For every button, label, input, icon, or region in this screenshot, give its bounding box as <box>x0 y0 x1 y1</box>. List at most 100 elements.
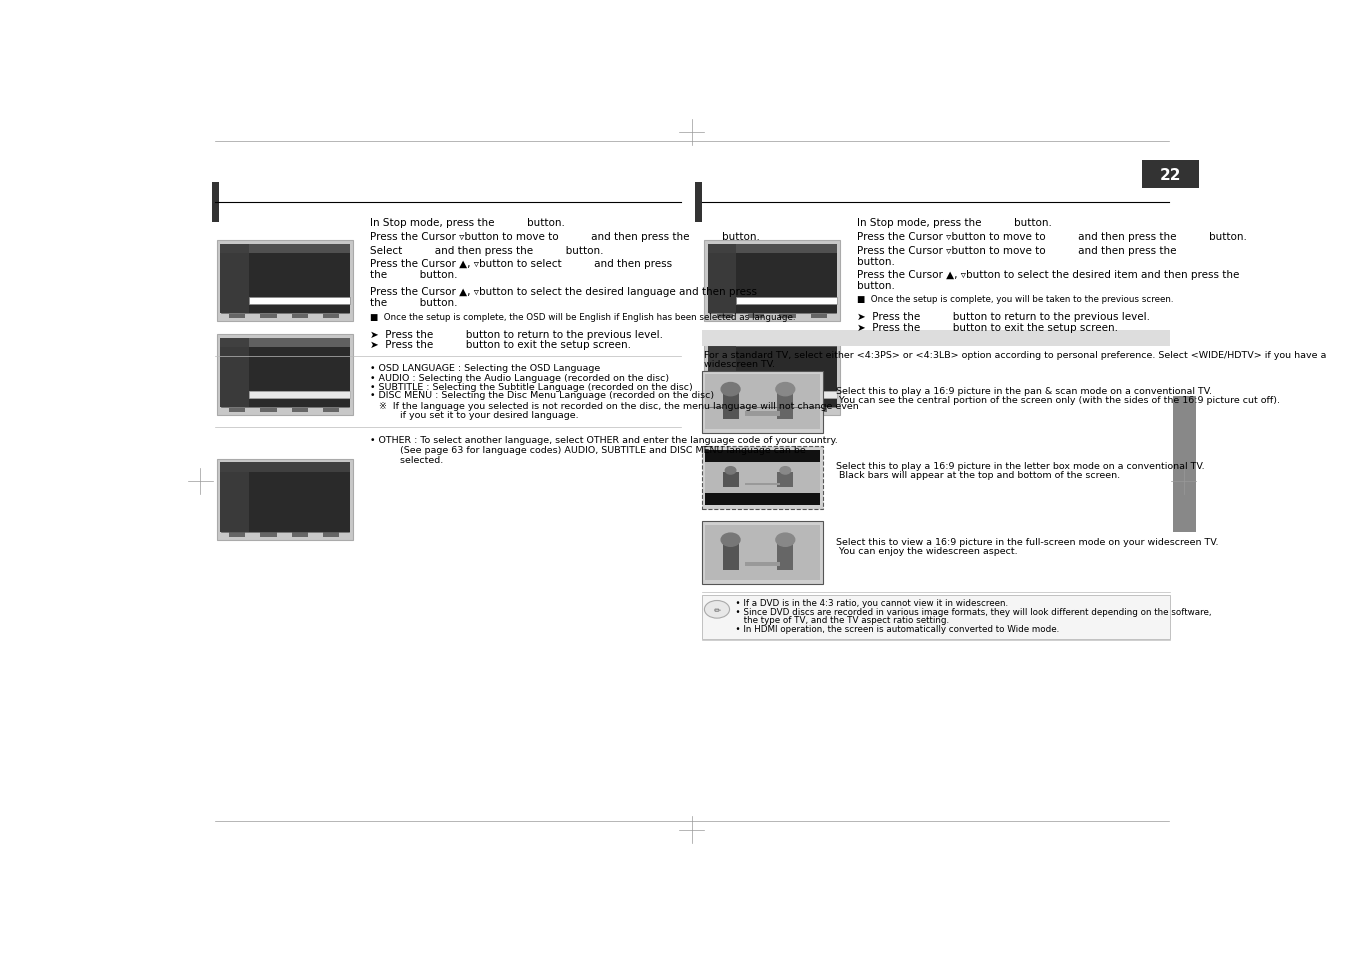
Bar <box>707 338 837 408</box>
Bar <box>736 392 837 398</box>
Bar <box>706 451 819 462</box>
Text: ➤  Press the          button to exit the setup screen.: ➤ Press the button to exit the setup scr… <box>857 322 1118 333</box>
Bar <box>707 244 736 314</box>
Bar <box>323 314 339 319</box>
Text: Black bars will appear at the top and bottom of the screen.: Black bars will appear at the top and bo… <box>836 471 1120 480</box>
Text: the          button.: the button. <box>370 270 458 280</box>
Text: button.: button. <box>857 281 895 291</box>
Bar <box>292 314 308 319</box>
Circle shape <box>725 467 736 475</box>
Bar <box>705 335 841 416</box>
Bar <box>261 408 277 413</box>
Text: the type of TV, and the TV aspect ratio setting.: the type of TV, and the TV aspect ratio … <box>729 616 949 624</box>
Text: ➤  Press the          button to exit the setup screen.: ➤ Press the button to exit the setup scr… <box>370 340 630 350</box>
Bar <box>717 314 733 319</box>
Bar <box>706 375 819 430</box>
Bar <box>292 408 308 413</box>
Text: widescreen TV.: widescreen TV. <box>705 359 775 369</box>
Text: if you set it to your desired language.: if you set it to your desired language. <box>370 411 578 419</box>
Bar <box>695 183 702 223</box>
Text: • AUDIO : Selecting the Audio Language (recorded on the disc): • AUDIO : Selecting the Audio Language (… <box>370 374 668 382</box>
Bar <box>736 298 837 304</box>
Bar <box>217 240 352 321</box>
Text: • SUBTITLE : Selecting the Subtitle Language (recorded on the disc): • SUBTITLE : Selecting the Subtitle Lang… <box>370 382 693 391</box>
Bar <box>212 183 219 223</box>
Text: (See page 63 for language codes) AUDIO, SUBTITLE and DISC MENU language can be: (See page 63 for language codes) AUDIO, … <box>370 446 806 455</box>
Text: You can enjoy the widescreen aspect.: You can enjoy the widescreen aspect. <box>836 546 1018 556</box>
Bar <box>248 244 350 254</box>
Bar <box>736 244 837 254</box>
Text: • OSD LANGUAGE : Selecting the OSD Language: • OSD LANGUAGE : Selecting the OSD Langu… <box>370 364 599 373</box>
Bar <box>220 244 248 314</box>
Bar <box>248 392 350 398</box>
Text: • If a DVD is in the 4:3 ratio, you cannot view it in widescreen.: • If a DVD is in the 4:3 ratio, you cann… <box>729 598 1007 608</box>
Bar <box>748 408 764 413</box>
Bar <box>1173 396 1196 533</box>
Bar <box>220 463 248 533</box>
Bar <box>702 372 822 434</box>
Text: • OTHER : To select another language, select OTHER and enter the language code o: • OTHER : To select another language, se… <box>370 436 837 445</box>
Bar <box>779 314 795 319</box>
Bar <box>1142 161 1199 190</box>
Bar <box>705 240 841 321</box>
Bar <box>220 244 350 314</box>
Bar <box>220 463 350 533</box>
Bar <box>230 533 246 537</box>
Bar <box>722 543 738 571</box>
Text: Select this to play a 16:9 picture in the letter box mode on a conventional TV.: Select this to play a 16:9 picture in th… <box>836 461 1206 471</box>
Bar <box>707 338 837 348</box>
Bar <box>707 338 736 408</box>
Circle shape <box>776 383 795 396</box>
Bar <box>230 314 246 319</box>
Bar <box>702 595 1170 639</box>
Bar <box>778 543 794 571</box>
Text: In Stop mode, press the          button.: In Stop mode, press the button. <box>857 218 1052 228</box>
Bar <box>323 408 339 413</box>
Circle shape <box>721 383 740 396</box>
Bar <box>248 338 350 348</box>
Text: ■  Once the setup is complete, the OSD will be English if English has been selec: ■ Once the setup is complete, the OSD wi… <box>370 313 795 321</box>
Bar <box>748 314 764 319</box>
Bar <box>217 459 352 540</box>
Text: Select this to view a 16:9 picture in the full-screen mode on your widescreen TV: Select this to view a 16:9 picture in th… <box>836 537 1219 546</box>
Bar <box>702 521 822 584</box>
Text: You can see the central portion of the screen only (with the sides of the 16:9 p: You can see the central portion of the s… <box>836 396 1280 405</box>
Bar <box>702 447 822 509</box>
Bar <box>261 314 277 319</box>
Bar <box>722 393 738 420</box>
Bar <box>220 338 350 408</box>
Text: In Stop mode, press the          button.: In Stop mode, press the button. <box>370 218 564 228</box>
Bar <box>722 473 738 488</box>
Bar <box>736 338 837 348</box>
Text: 22: 22 <box>1160 168 1181 183</box>
Bar <box>323 533 339 537</box>
Text: Press the Cursor ▲, ▿button to select          and then press: Press the Cursor ▲, ▿button to select an… <box>370 259 672 269</box>
Bar <box>702 331 1170 347</box>
Text: ➤  Press the          button to return to the previous level.: ➤ Press the button to return to the prev… <box>370 330 663 339</box>
Bar <box>220 463 350 473</box>
Bar <box>261 533 277 537</box>
Circle shape <box>721 534 740 547</box>
Text: selected.: selected. <box>370 456 443 464</box>
Circle shape <box>780 467 791 475</box>
Text: ※  If the language you selected is not recorded on the disc, the menu language w: ※ If the language you selected is not re… <box>370 401 859 410</box>
Bar <box>706 525 819 580</box>
Text: Select this to play a 16:9 picture in the pan & scan mode on a conventional TV.: Select this to play a 16:9 picture in th… <box>836 387 1212 395</box>
Bar <box>810 408 826 413</box>
Circle shape <box>705 601 729 618</box>
Bar <box>810 314 826 319</box>
Bar <box>779 408 795 413</box>
Bar <box>706 494 819 505</box>
Bar <box>745 483 779 486</box>
Text: • Since DVD discs are recorded in various image formats, they will look differen: • Since DVD discs are recorded in variou… <box>729 607 1211 617</box>
Bar <box>220 244 350 254</box>
Bar <box>745 562 779 567</box>
Text: ✏: ✏ <box>714 605 721 614</box>
Bar <box>778 473 794 488</box>
Text: Press the Cursor ▲, ▿button to select the desired language and then press: Press the Cursor ▲, ▿button to select th… <box>370 287 756 297</box>
Bar <box>778 393 794 420</box>
Text: Press the Cursor ▿button to move to          and then press the: Press the Cursor ▿button to move to and … <box>857 246 1177 255</box>
Text: Press the Cursor ▲, ▿button to select the desired item and then press the: Press the Cursor ▲, ▿button to select th… <box>857 270 1239 280</box>
Bar <box>707 244 837 254</box>
Bar <box>248 298 350 304</box>
